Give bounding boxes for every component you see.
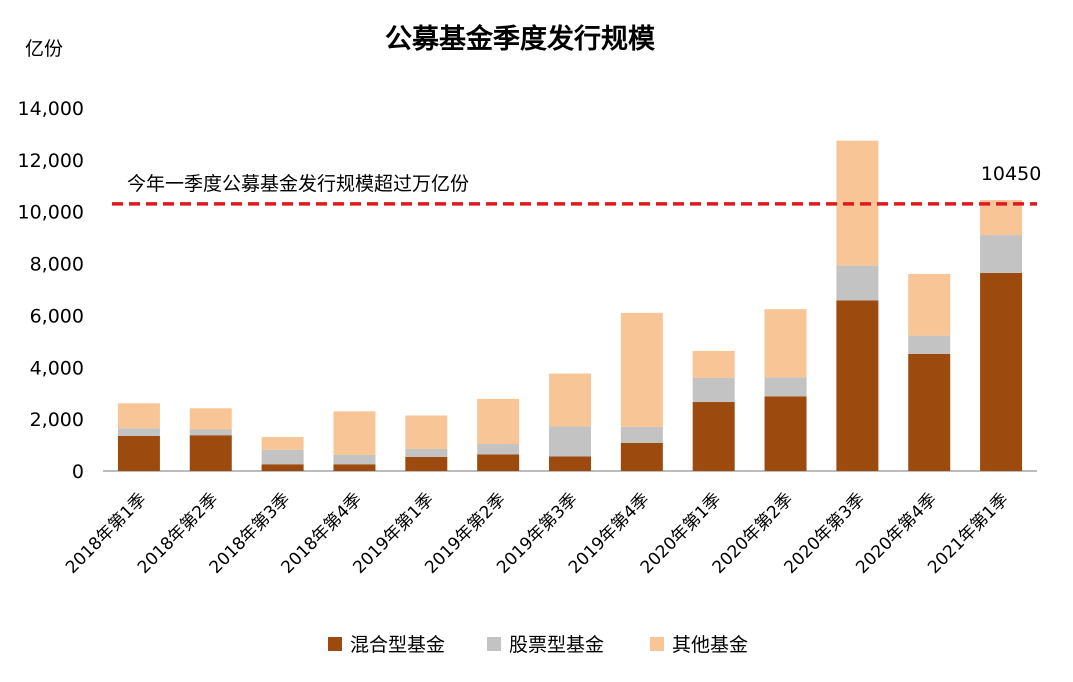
bar-segment bbox=[477, 454, 520, 471]
legend-swatch bbox=[328, 637, 342, 651]
bar-data-label: 10450 bbox=[981, 163, 1041, 185]
bar-segment bbox=[836, 140, 879, 266]
y-tick-label: 0 bbox=[72, 461, 84, 483]
bar-segment bbox=[980, 272, 1023, 471]
bar-segment bbox=[620, 426, 663, 443]
legend: 混合型基金 股票型基金 其他基金 bbox=[328, 634, 748, 656]
y-axis-unit: 亿份 bbox=[25, 38, 63, 60]
legend-label: 混合型基金 bbox=[350, 634, 445, 656]
y-tick-label: 4,000 bbox=[30, 357, 84, 379]
bar-segment bbox=[333, 454, 376, 465]
bar-segment bbox=[189, 429, 232, 436]
bar-segment bbox=[620, 312, 663, 427]
legend-swatch bbox=[650, 637, 664, 651]
bar-segment bbox=[405, 448, 448, 457]
bar-segment bbox=[117, 435, 160, 471]
bar-segment bbox=[405, 456, 448, 471]
reference-line-label: 今年一季度公募基金发行规模超过万亿份 bbox=[127, 173, 469, 195]
x-axis-ticks: 2018年第1季2018年第2季2018年第3季2018年第4季2019年第1季… bbox=[62, 489, 1013, 577]
bar-segment bbox=[261, 437, 304, 450]
y-axis-ticks: 0 2,000 4,000 6,000 8,000 10,000 12,000 14,000 bbox=[18, 98, 84, 483]
bar-segment bbox=[549, 373, 591, 427]
bar-segment bbox=[261, 449, 304, 465]
legend-swatch bbox=[487, 637, 501, 651]
bar-segment bbox=[764, 309, 807, 378]
legend-label: 股票型基金 bbox=[509, 634, 604, 656]
legend-label: 其他基金 bbox=[672, 634, 748, 656]
bar-segment bbox=[980, 200, 1023, 236]
bars bbox=[117, 140, 1023, 471]
bar-segment bbox=[405, 415, 448, 449]
bar-segment bbox=[477, 444, 520, 455]
y-tick-label: 2,000 bbox=[30, 409, 84, 431]
bar-segment bbox=[836, 300, 879, 471]
y-tick-label: 8,000 bbox=[30, 254, 84, 276]
bar-segment bbox=[261, 464, 304, 471]
y-tick-label: 6,000 bbox=[30, 305, 84, 327]
bar-segment bbox=[620, 442, 663, 471]
y-tick-label: 12,000 bbox=[18, 150, 84, 172]
chart-title: 公募基金季度发行规模 bbox=[385, 23, 655, 55]
bar-segment bbox=[764, 396, 807, 471]
y-tick-label: 10,000 bbox=[18, 202, 84, 224]
bar-segment bbox=[908, 353, 951, 471]
bar-segment bbox=[908, 273, 951, 336]
bar-segment bbox=[549, 456, 591, 471]
bar-segment bbox=[692, 377, 735, 403]
bar-segment bbox=[477, 398, 520, 445]
bar-segment bbox=[189, 408, 232, 430]
bar-segment bbox=[333, 411, 376, 455]
bar-segment bbox=[692, 402, 735, 471]
bar-segment bbox=[836, 265, 879, 301]
bar-segment bbox=[692, 350, 735, 378]
bar-segment bbox=[117, 428, 160, 436]
bar-segment bbox=[764, 377, 807, 397]
bar-segment bbox=[117, 403, 160, 429]
bar-segment bbox=[189, 435, 232, 471]
bar-segment bbox=[980, 235, 1023, 273]
bar-segment bbox=[333, 464, 376, 471]
bar-segment bbox=[908, 335, 951, 354]
bar-segment bbox=[549, 426, 591, 457]
y-tick-label: 14,000 bbox=[18, 98, 84, 120]
